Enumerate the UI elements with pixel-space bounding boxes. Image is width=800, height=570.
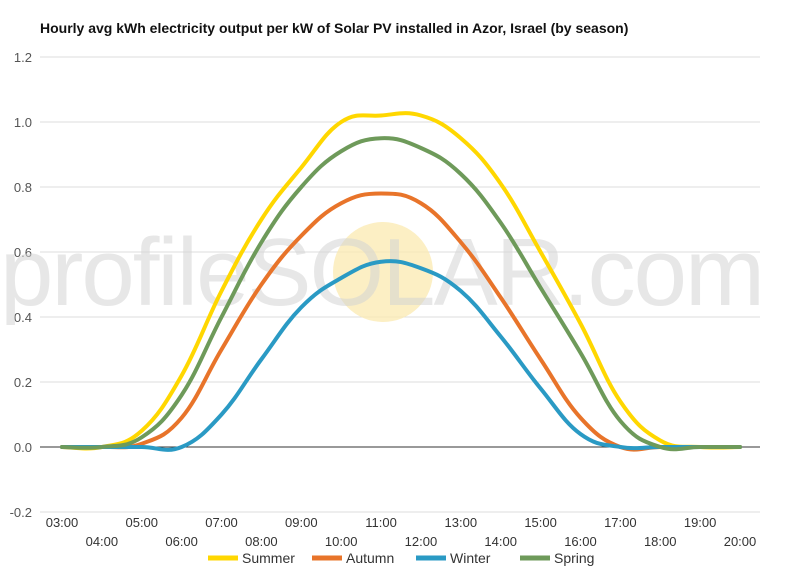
y-axis-ticks: -0.2 0.0 0.2 0.4 0.6 0.8 1.0 1.2 [10,50,32,520]
x-tick-label: 20:00 [724,534,757,549]
series-line-spring [60,136,742,452]
series-line-winter [60,259,742,452]
x-tick-label: 12:00 [405,534,438,549]
series-lines [60,111,742,452]
y-tick-label: 0.4 [14,310,32,325]
legend-label-autumn: Autumn [346,550,394,566]
y-tick-label: 0.8 [14,180,32,195]
series-line-summer [60,111,742,451]
y-tick-label: -0.2 [10,505,32,520]
y-tick-label: 1.0 [14,115,32,130]
x-tick-label: 15:00 [524,515,557,530]
x-tick-label: 13:00 [445,515,478,530]
x-tick-label: 18:00 [644,534,677,549]
x-tick-label: 03:00 [46,515,79,530]
y-tick-label: 0.2 [14,375,32,390]
x-tick-label: 17:00 [604,515,637,530]
watermark-text: profileSOLAR.com [0,219,763,326]
legend-label-winter: Winter [450,550,491,566]
x-tick-label: 07:00 [205,515,238,530]
x-tick-label: 06:00 [165,534,198,549]
x-tick-label: 19:00 [684,515,717,530]
y-tick-label: 1.2 [14,50,32,65]
legend-label-summer: Summer [242,550,295,566]
x-tick-label: 04:00 [86,534,119,549]
y-tick-label: 0.0 [14,440,32,455]
x-tick-label: 09:00 [285,515,318,530]
x-tick-label: 16:00 [564,534,597,549]
x-tick-label: 14:00 [484,534,517,549]
x-tick-label: 08:00 [245,534,278,549]
x-axis-ticks: 03:00 04:00 05:00 06:00 07:00 08:00 09:00 10:00… [46,515,757,549]
legend-label-spring: Spring [554,550,594,566]
watermark-sun-icon [333,222,433,322]
x-tick-label: 11:00 [365,515,397,530]
x-tick-label: 10:00 [325,534,358,549]
legend: Summer Autumn Winter Spring [208,550,594,566]
y-tick-label: 0.6 [14,245,32,260]
chart-title: Hourly avg kWh electricity output per kW… [40,20,628,36]
x-tick-label: 05:00 [125,515,158,530]
watermark-group: profileSOLAR.com [0,219,765,326]
